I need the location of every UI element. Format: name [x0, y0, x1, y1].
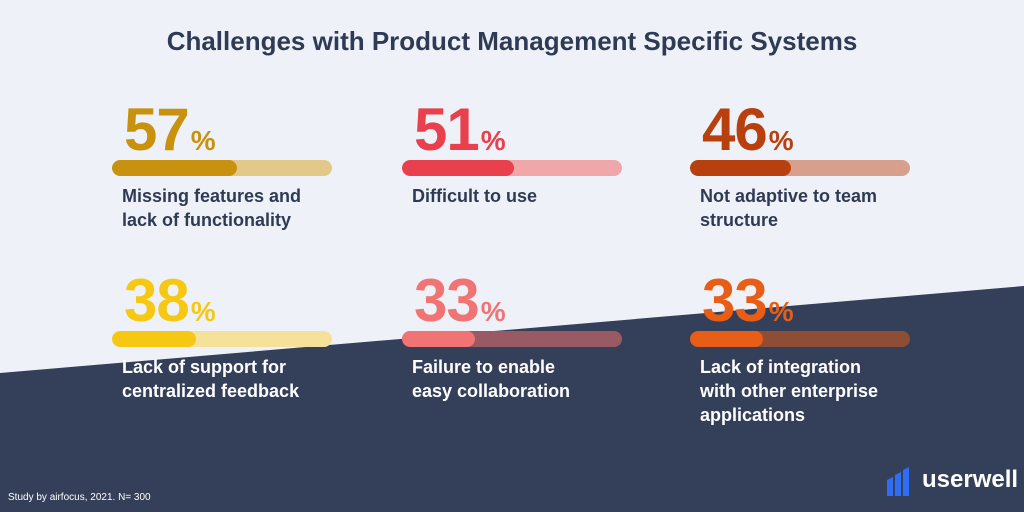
stat-label-line: Lack of integration [700, 357, 862, 377]
progress-fill [112, 160, 238, 176]
stat-label-line: lack of functionality [122, 210, 292, 230]
progress-track [690, 160, 910, 176]
stat-label-line: structure [700, 210, 779, 230]
stat-label: Not adaptive to team structure [700, 184, 930, 232]
stat-value: 57 [124, 96, 190, 163]
progress-fill [112, 331, 196, 347]
progress-fill [402, 160, 515, 176]
stat-label-line: with other enterprise [700, 381, 879, 401]
stat-lack-of-support: 38% Lack of support for centralized feedba… [112, 271, 352, 431]
stat-label: Lack of integration with other enterprise… [700, 355, 930, 427]
progress-fill [690, 160, 792, 176]
stat-difficult-to-use: 51% Difficult to use [402, 100, 642, 260]
stat-label: Failure to enable easy collaboration [412, 355, 642, 403]
stat-label-line: Difficult to use [412, 186, 537, 206]
stat-label-line: Failure to enable [412, 357, 556, 377]
userwell-logo: userwell [884, 460, 1018, 500]
percent-sign: % [768, 125, 794, 156]
logo-text: userwell [922, 466, 1019, 493]
stat-percentage: 38% [124, 271, 216, 331]
stat-failure-to-collaborate: 33% Failure to enable easy collaboration [402, 271, 642, 431]
stat-missing-features: 57% Missing features and lack of functiona… [112, 100, 352, 260]
stat-lack-of-integration: 33% Lack of integration with other enterpr… [690, 271, 930, 431]
stat-value: 33 [414, 267, 480, 334]
footer-source: Study by airfocus, 2021. N= 300 [8, 492, 151, 503]
progress-track [690, 331, 910, 347]
progress-fill [402, 331, 475, 347]
progress-track [112, 160, 332, 176]
page-title: Challenges with Product Management Speci… [166, 26, 858, 56]
stat-percentage: 57% [124, 100, 216, 160]
stat-value: 33 [702, 267, 768, 334]
stat-label: Lack of support for centralized feedback [122, 355, 352, 403]
stat-label-line: Missing features and [122, 186, 302, 206]
progress-track [112, 331, 332, 347]
stat-not-adaptive: 46% Not adaptive to team structure [690, 100, 930, 260]
percent-sign: % [768, 296, 794, 327]
progress-track [402, 331, 622, 347]
bar-chart-logo-icon [887, 467, 909, 496]
percent-sign: % [190, 125, 216, 156]
stat-percentage: 33% [702, 271, 794, 331]
stat-label: Difficult to use [412, 184, 642, 208]
stat-label-line: Not adaptive to team [700, 186, 878, 206]
stat-label-line: applications [700, 405, 806, 425]
stat-percentage: 33% [414, 271, 506, 331]
stat-label-line: easy collaboration [412, 381, 571, 401]
stat-value: 38 [124, 267, 190, 334]
stat-percentage: 46% [702, 100, 794, 160]
stat-percentage: 51% [414, 100, 506, 160]
progress-fill [690, 331, 763, 347]
percent-sign: % [480, 296, 506, 327]
stat-label-line: Lack of support for [122, 357, 287, 377]
percent-sign: % [480, 125, 506, 156]
percent-sign: % [190, 296, 216, 327]
stat-label: Missing features and lack of functionalit… [122, 184, 352, 232]
stat-label-line: centralized feedback [122, 381, 300, 401]
stat-value: 46 [702, 96, 768, 163]
stat-value: 51 [414, 96, 480, 163]
progress-track [402, 160, 622, 176]
